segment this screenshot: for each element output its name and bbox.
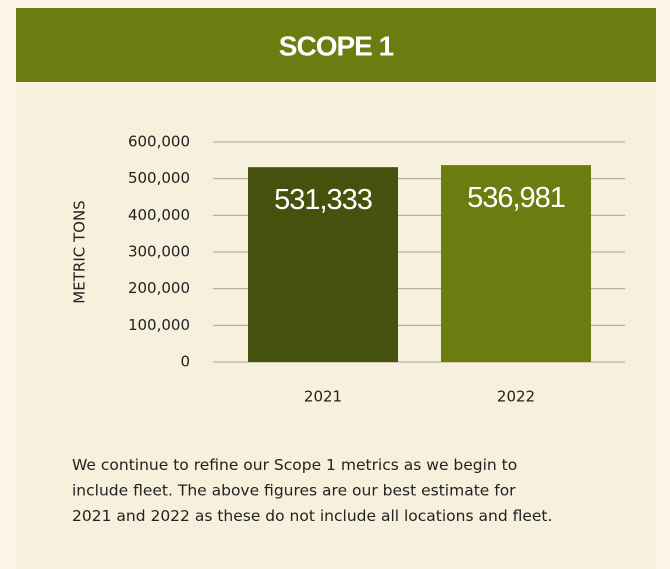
caption: 2021 and 2022 as these do not include al… bbox=[72, 507, 552, 525]
y-tick-label: 200,000 bbox=[128, 279, 190, 297]
x-tick-label: 2022 bbox=[497, 388, 535, 406]
caption: include fleet. The above figures are our… bbox=[72, 482, 516, 500]
y-tick-label: 600,000 bbox=[128, 133, 190, 151]
bar bbox=[441, 165, 591, 362]
y-tick-label: 100,000 bbox=[128, 316, 190, 334]
value-label: 531,333 bbox=[274, 184, 372, 216]
bar bbox=[248, 167, 398, 362]
y-tick-label: 300,000 bbox=[128, 243, 190, 261]
header bbox=[16, 8, 656, 82]
caption: We continue to refine our Scope 1 metric… bbox=[72, 456, 517, 474]
y-tick-label: 500,000 bbox=[128, 169, 190, 187]
y-tick-label: 0 bbox=[180, 353, 190, 371]
value-label: 536,981 bbox=[467, 182, 565, 214]
y-tick-label: 400,000 bbox=[128, 206, 190, 224]
y-axis-label: METRIC TONS bbox=[71, 200, 89, 303]
x-tick-label: 2021 bbox=[304, 388, 342, 406]
chart-title: SCOPE 1 bbox=[279, 30, 394, 61]
